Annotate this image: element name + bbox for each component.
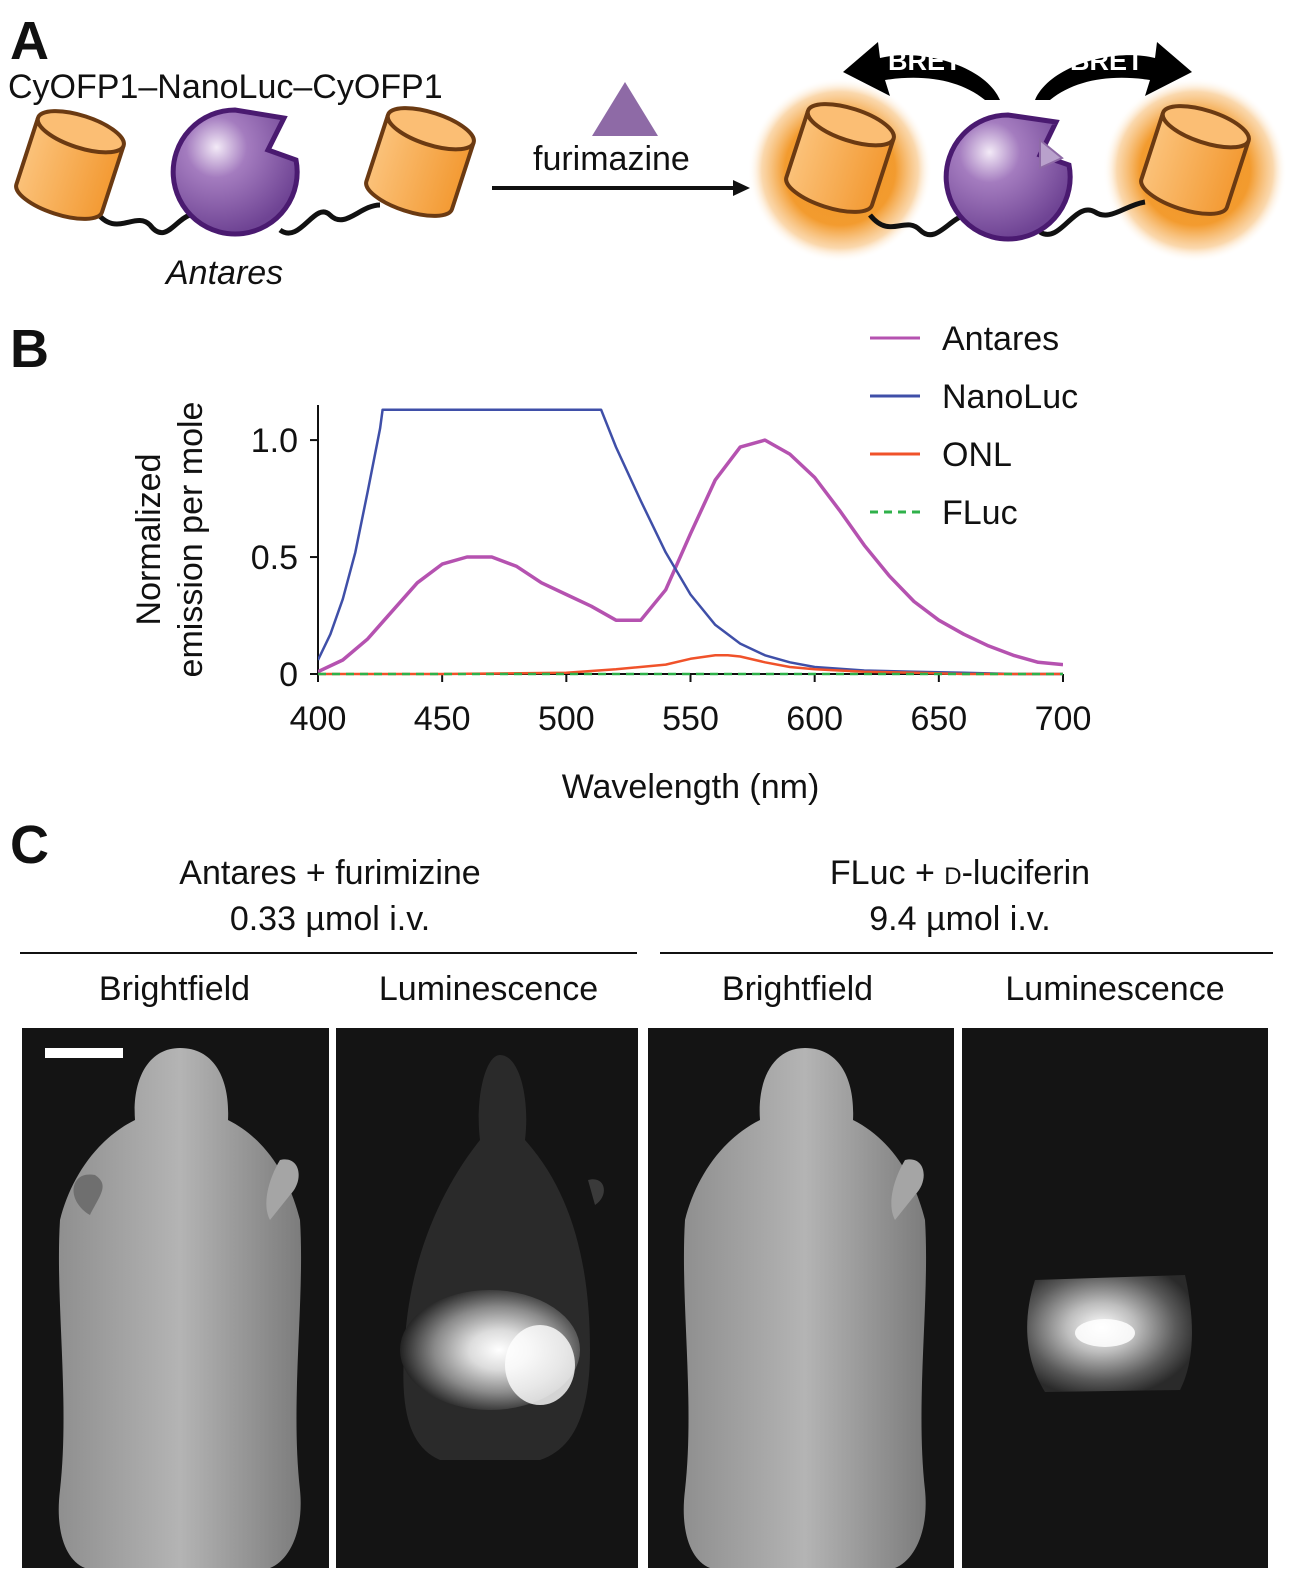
chart-legend: Antares NanoLuc ONL FLuc bbox=[870, 320, 1078, 532]
x-tick-label: 450 bbox=[414, 700, 471, 738]
x-tick-label: 550 bbox=[662, 700, 719, 738]
legend-label-antares: Antares bbox=[942, 320, 1059, 358]
column-label-luminescence-2: Luminescence bbox=[1005, 970, 1225, 1008]
linker-left bbox=[92, 208, 192, 235]
y-tick-label: 0 bbox=[279, 656, 298, 694]
series-line-onl bbox=[318, 654, 1063, 676]
construct-label: CyOFP1–NanoLuc–CyOFP1 bbox=[8, 68, 443, 106]
panel-b-letter: B bbox=[10, 319, 49, 379]
furimazine-triangle-icon bbox=[592, 82, 658, 136]
panel-a-schematic bbox=[14, 42, 1287, 262]
cyofp1-right-icon bbox=[364, 106, 476, 218]
legend-label-fluc: FLuc bbox=[942, 494, 1018, 532]
x-tick-label: 650 bbox=[910, 700, 967, 738]
x-axis-label: Wavelength (nm) bbox=[562, 768, 820, 806]
column-label-brightfield-1: Brightfield bbox=[98, 970, 251, 1008]
image-luminescence-antares bbox=[336, 1028, 638, 1568]
reaction-arrowhead-icon bbox=[733, 180, 750, 196]
linker-right bbox=[278, 202, 381, 236]
x-tick-label: 700 bbox=[1035, 700, 1092, 738]
nanoluc-icon bbox=[170, 107, 300, 237]
emission-spectrum-chart: 400 450 500 550 600 650 700 0 0.5 1.0 Wavelength (… bbox=[130, 320, 1092, 806]
panel-c-letter: C bbox=[10, 815, 49, 875]
cyofp1-bret-right-icon bbox=[1139, 104, 1251, 216]
group-right-dose: 9.4 µmol i.v. bbox=[869, 900, 1051, 938]
x-tick-label: 400 bbox=[290, 700, 347, 738]
series-line-antares bbox=[318, 438, 1063, 674]
bret-arrow-left-icon bbox=[843, 42, 1000, 100]
y-tick-label: 1.0 bbox=[251, 422, 298, 460]
group-right-title-prefix: FLuc + bbox=[829, 854, 945, 892]
group-left-rule bbox=[20, 952, 637, 954]
scale-bar bbox=[45, 1048, 123, 1058]
x-tick-label: 600 bbox=[786, 700, 843, 738]
substrate-label: furimazine bbox=[533, 140, 690, 178]
y-axis-label: Normalized emission per mole bbox=[130, 402, 210, 678]
cyofp1-left-icon bbox=[14, 109, 126, 221]
panel-a-letter: A bbox=[10, 11, 49, 71]
group-right-title-d: d bbox=[944, 854, 962, 892]
legend-label-nanoluc: NanoLuc bbox=[942, 378, 1078, 416]
nanoluc-bound-icon bbox=[943, 112, 1073, 242]
bret-label-right: BRET bbox=[1070, 46, 1144, 76]
group-right-rule bbox=[660, 952, 1273, 954]
mouse-images bbox=[22, 1028, 1268, 1568]
group-right-title: FLuc + d-luciferin bbox=[660, 854, 1260, 893]
image-luminescence-fluc bbox=[962, 1028, 1268, 1568]
legend-label-onl: ONL bbox=[942, 436, 1012, 474]
linker-right-unit-right bbox=[1038, 199, 1146, 237]
group-left-dose: 0.33 µmol i.v. bbox=[229, 900, 431, 938]
column-label-brightfield-2: Brightfield bbox=[721, 970, 874, 1008]
image-brightfield-fluc bbox=[648, 1028, 954, 1568]
linker-right-unit-left bbox=[868, 212, 966, 238]
bret-arrow-right-icon bbox=[1035, 42, 1192, 100]
chart-series bbox=[318, 408, 1063, 676]
y-tick-label: 0.5 bbox=[251, 539, 298, 577]
image-brightfield-antares bbox=[22, 1028, 329, 1568]
bret-label-left: BRET bbox=[888, 46, 962, 76]
protein-name-label: Antares bbox=[166, 254, 284, 292]
group-right-title-suffix: -luciferin bbox=[961, 854, 1091, 892]
x-tick-label: 500 bbox=[538, 700, 595, 738]
bound-furimazine-icon bbox=[1039, 137, 1064, 170]
group-left-title: Antares + furimizine bbox=[179, 854, 481, 892]
cyofp1-bret-left-icon bbox=[784, 102, 896, 214]
column-label-luminescence-1: Luminescence bbox=[378, 970, 599, 1008]
